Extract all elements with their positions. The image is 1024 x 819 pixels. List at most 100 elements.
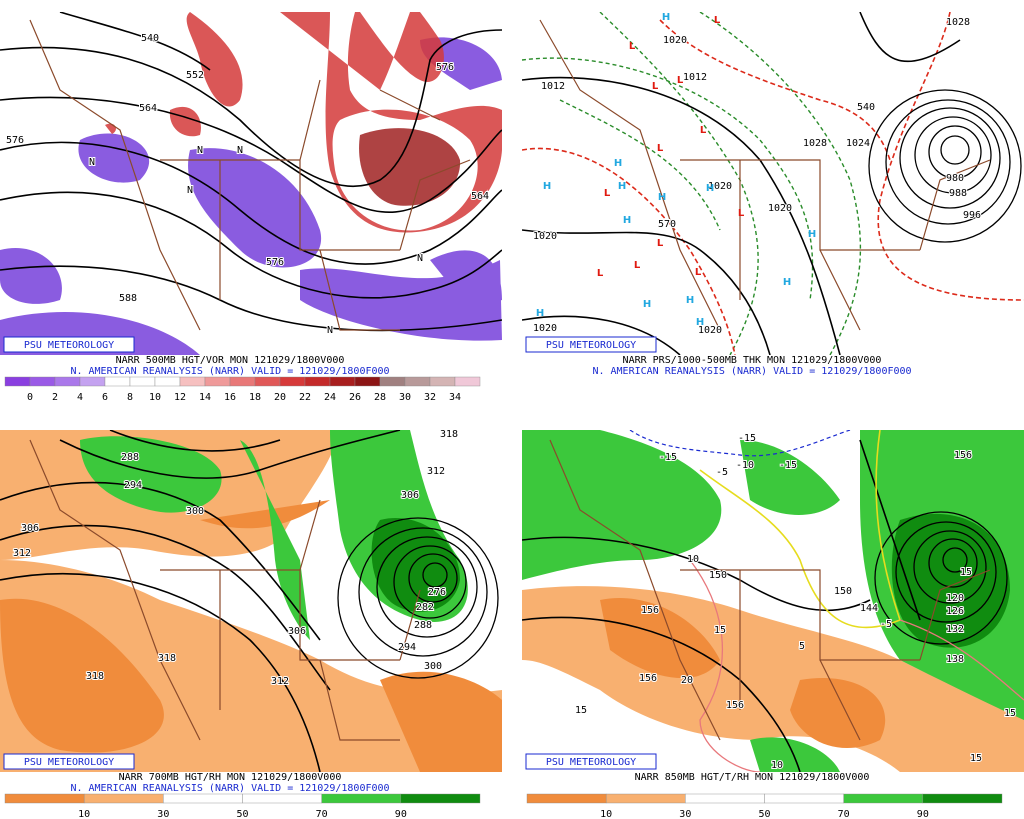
brand-box bbox=[525, 753, 657, 770]
low-center: L bbox=[604, 188, 611, 199]
colorbar-tick-label: 18 bbox=[249, 392, 261, 403]
contour-label: 20 bbox=[681, 675, 693, 686]
contour-label: 540 bbox=[141, 33, 159, 44]
colorbar-tick-label: 6 bbox=[102, 392, 108, 403]
colorbar-tick-label: 2 bbox=[52, 392, 58, 403]
contour-label: 552 bbox=[186, 70, 204, 81]
colorbar-swatch bbox=[321, 793, 402, 804]
contour-label: 576 bbox=[436, 62, 454, 73]
contour-label: 150 bbox=[834, 586, 852, 597]
colorbar-tick-label: 10 bbox=[78, 809, 90, 819]
contour-label: 282 bbox=[416, 602, 434, 613]
contour-label: 576 bbox=[266, 257, 284, 268]
colorbar-swatch bbox=[304, 376, 331, 387]
contour-label: 138 bbox=[946, 654, 964, 665]
contour-label: 996 bbox=[963, 210, 981, 221]
brand-box bbox=[3, 753, 135, 770]
contour-label: 1028 bbox=[946, 17, 970, 28]
contour-label: 306 bbox=[21, 523, 39, 534]
contour-label: 980 bbox=[946, 173, 964, 184]
contour-label: 318 bbox=[86, 671, 104, 682]
colorbar-swatch bbox=[404, 376, 431, 387]
contour-label: 132 bbox=[946, 624, 964, 635]
contour-label: 1020 bbox=[533, 323, 557, 334]
contour-label: 1024 bbox=[846, 138, 870, 149]
contour-label: 156 bbox=[726, 700, 744, 711]
colorbar-swatch bbox=[154, 376, 181, 387]
contour-label: 15 bbox=[970, 753, 982, 764]
high-center: H bbox=[706, 183, 714, 194]
contour-label: 306 bbox=[288, 626, 306, 637]
colorbar-tick-label: 30 bbox=[399, 392, 411, 403]
subcaption: N. AMERICAN REANALYSIS (NARR) VALID = 12… bbox=[592, 366, 911, 377]
colorbar-tick-label: 20 bbox=[274, 392, 286, 403]
contour-label: 988 bbox=[949, 188, 967, 199]
contour-label: N bbox=[417, 253, 423, 264]
contour-label: 564 bbox=[139, 103, 157, 114]
caption: NARR 850MB HGT/T/RH MON 121029/1800V000 bbox=[635, 772, 870, 783]
contour-label: 10 bbox=[687, 554, 699, 565]
colorbar-swatch bbox=[454, 376, 481, 387]
contour-label: 570 bbox=[658, 219, 676, 230]
contour-label: 1020 bbox=[708, 181, 732, 192]
colorbar-swatch bbox=[379, 376, 406, 387]
colorbar-swatch bbox=[129, 376, 156, 387]
colorbar-swatch bbox=[526, 793, 607, 804]
colorbar-tick-label: 50 bbox=[758, 809, 770, 819]
contour-label: 126 bbox=[946, 606, 964, 617]
contour-label: 1020 bbox=[768, 203, 792, 214]
low-center: L bbox=[629, 41, 636, 52]
colorbar-swatch bbox=[242, 793, 322, 804]
contour-label: 150 bbox=[709, 570, 727, 581]
colorbar-tick-label: 22 bbox=[299, 392, 311, 403]
colorbar-tick-label: 30 bbox=[679, 809, 691, 819]
high-center: H bbox=[543, 181, 551, 192]
colorbar-swatch bbox=[29, 376, 56, 387]
colorbar-swatch bbox=[329, 376, 356, 387]
colorbar-tick-label: 34 bbox=[449, 392, 461, 403]
colorbar-swatch bbox=[843, 793, 924, 804]
contour-label: -5 bbox=[716, 467, 728, 478]
high-center: H bbox=[618, 181, 626, 192]
colorbar-swatch bbox=[54, 376, 81, 387]
contour-label: 120 bbox=[946, 593, 964, 604]
colorbar-tick-label: 32 bbox=[424, 392, 436, 403]
colorbar-tick-label: 10 bbox=[149, 392, 161, 403]
caption: NARR PRS/1000-500MB THK MON 121029/1800V… bbox=[623, 355, 882, 366]
contour-label: 312 bbox=[13, 548, 31, 559]
colorbar-tick-label: 12 bbox=[174, 392, 186, 403]
low-center: L bbox=[652, 81, 659, 92]
brand-box bbox=[525, 336, 657, 353]
low-center: L bbox=[597, 268, 604, 279]
contour-label: 156 bbox=[639, 673, 657, 684]
contour-label: 300 bbox=[424, 661, 442, 672]
colorbar-swatch bbox=[400, 793, 481, 804]
contour-label: 5 bbox=[799, 641, 805, 652]
contour-label: 294 bbox=[398, 642, 416, 653]
low-center: L bbox=[634, 260, 641, 271]
brand-label: PSU METEOROLOGY bbox=[24, 757, 114, 768]
contour-label: 312 bbox=[427, 466, 445, 477]
low-center: L bbox=[677, 75, 684, 86]
colorbar-tick-label: 30 bbox=[157, 809, 169, 819]
high-center: H bbox=[696, 317, 704, 328]
contour-label: N bbox=[197, 145, 203, 156]
colorbar-tick-label: 8 bbox=[127, 392, 133, 403]
rh-700-map bbox=[0, 430, 502, 772]
contour-label: 10 bbox=[771, 760, 783, 771]
colorbar-swatch bbox=[204, 376, 231, 387]
contour-label: 1012 bbox=[683, 72, 707, 83]
subcaption: N. AMERICAN REANALYSIS (NARR) VALID = 12… bbox=[70, 783, 389, 794]
contour-label: 288 bbox=[414, 620, 432, 631]
low-center: L bbox=[657, 143, 664, 154]
brand-label: PSU METEOROLOGY bbox=[24, 340, 114, 351]
contour-label: 312 bbox=[271, 676, 289, 687]
contour-label: N bbox=[187, 185, 193, 196]
caption: NARR 700MB HGT/RH MON 121029/1800V000 bbox=[119, 772, 342, 783]
colorbar-swatch bbox=[179, 376, 206, 387]
contour-label: 576 bbox=[6, 135, 24, 146]
contour-label: 15 bbox=[960, 567, 972, 578]
contour-label: 1020 bbox=[533, 231, 557, 242]
colorbar-tick-label: 10 bbox=[600, 809, 612, 819]
contour-label: 15 bbox=[1004, 708, 1016, 719]
